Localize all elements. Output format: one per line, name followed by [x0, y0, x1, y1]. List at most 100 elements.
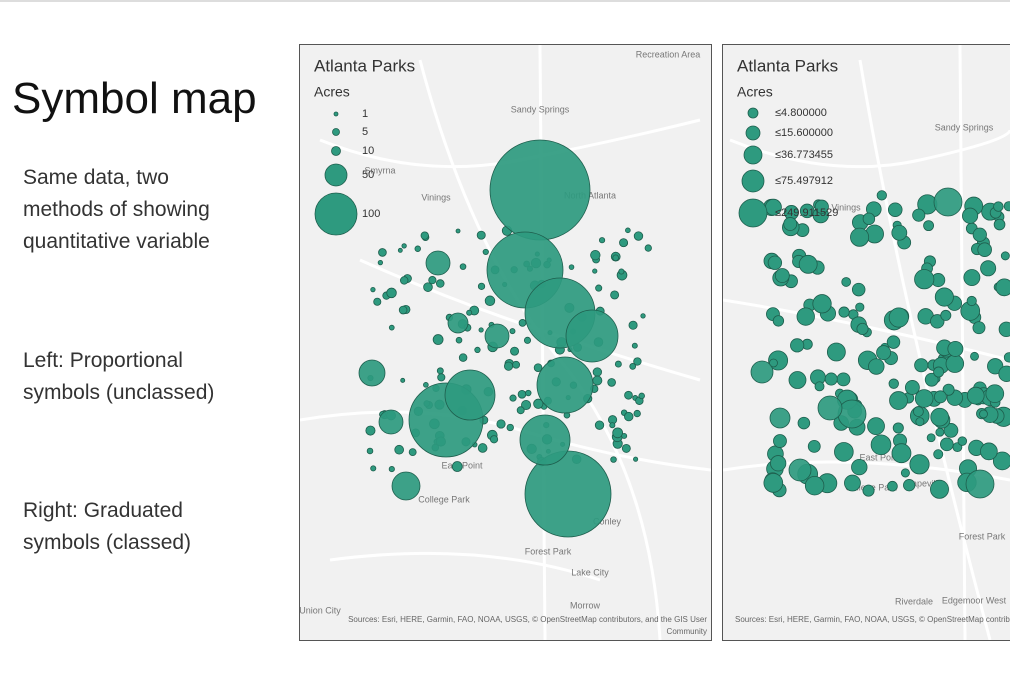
park-symbol — [870, 434, 892, 456]
park-symbol — [909, 454, 930, 475]
park-symbol — [633, 357, 642, 366]
legend-label: 100 — [362, 208, 380, 220]
park-symbol — [633, 409, 641, 418]
place-label: Lake City — [571, 567, 609, 577]
place-label: Recreation Area — [636, 49, 701, 59]
place-label: Forest Park — [959, 531, 1006, 541]
park-symbol — [624, 411, 634, 422]
place-label: Conley — [593, 516, 622, 526]
park-symbol — [804, 475, 825, 496]
park-symbol — [523, 336, 532, 344]
park-symbol — [423, 282, 433, 292]
park-symbol — [972, 321, 986, 335]
legend-label: 10 — [362, 145, 374, 157]
park-symbol — [619, 238, 629, 248]
park-symbol — [995, 278, 1010, 297]
park-symbol — [930, 479, 949, 499]
park-symbol — [970, 351, 979, 361]
park-symbol — [400, 377, 406, 383]
park-symbol — [595, 284, 603, 292]
panel-border — [299, 44, 712, 641]
park-symbol — [365, 425, 376, 436]
park-symbol — [358, 359, 386, 387]
place-label: Vinings — [831, 202, 861, 212]
park-symbol — [484, 295, 496, 306]
park-symbol — [862, 484, 875, 497]
park-symbol — [612, 254, 619, 262]
place-label: Edgemoor West — [942, 595, 1007, 605]
park-symbol — [750, 360, 774, 384]
park-symbol — [972, 227, 987, 242]
park-symbol — [856, 322, 869, 335]
park-symbol — [609, 422, 616, 429]
park-symbol — [824, 372, 838, 386]
park-symbol — [476, 230, 486, 240]
park-symbol — [772, 315, 785, 327]
park-symbol — [812, 294, 832, 314]
place-label: Morrow — [570, 600, 601, 610]
park-symbol — [444, 369, 496, 421]
park-symbol — [516, 406, 525, 415]
park-symbol — [592, 375, 603, 386]
park-symbol — [914, 358, 929, 373]
park-symbol — [966, 386, 985, 405]
park-symbol — [517, 389, 527, 399]
legend-symbol — [331, 146, 341, 156]
place-label: Union City — [299, 605, 341, 615]
panel-border — [722, 44, 1010, 641]
park-symbol — [519, 414, 571, 466]
legend-label: ≤15.600000 — [775, 127, 833, 139]
park-symbol — [1003, 352, 1010, 363]
park-symbol — [644, 244, 652, 252]
park-symbol — [386, 287, 397, 299]
park-symbol — [862, 212, 876, 226]
park-symbol — [484, 323, 510, 349]
park-symbol — [420, 231, 429, 240]
park-symbol — [388, 466, 395, 473]
legend-symbol — [332, 128, 340, 136]
park-symbol — [482, 248, 489, 256]
park-symbol — [915, 417, 925, 427]
park-symbol — [398, 305, 408, 315]
park-symbol — [524, 450, 612, 538]
park-symbol — [612, 427, 624, 439]
park-symbol — [933, 449, 944, 460]
park-symbol — [592, 367, 602, 377]
park-symbol — [891, 443, 912, 464]
map-panel: Sandy SpringsNorth AtlantaViningsSmyrnaM… — [299, 45, 711, 640]
park-symbol — [594, 420, 605, 430]
park-symbol — [377, 259, 384, 266]
place-label: Sandy Springs — [511, 104, 570, 114]
source-credit: Sources: Esri, HERE, Garmin, FAO, NOAA, … — [735, 615, 1010, 624]
park-symbol — [943, 423, 959, 438]
park-symbol — [629, 363, 637, 370]
park-symbol — [844, 474, 861, 492]
legend-symbol — [314, 192, 358, 236]
park-symbol — [796, 307, 815, 326]
park-symbol — [891, 224, 908, 241]
park-symbol — [868, 358, 885, 375]
park-symbol — [625, 227, 631, 234]
park-symbol — [935, 427, 945, 437]
legend-label: 5 — [362, 126, 368, 138]
park-symbol — [942, 383, 955, 396]
place-label: East Point — [859, 452, 901, 462]
note: Same data, two methods of showing quanti… — [23, 166, 210, 253]
park-symbol — [817, 395, 843, 421]
park-symbol — [763, 473, 784, 493]
note: Right: Graduated symbols (classed) — [23, 499, 192, 554]
park-symbol — [977, 242, 992, 257]
park-symbol — [947, 340, 964, 357]
park-symbol — [607, 378, 616, 387]
park-symbol — [459, 263, 467, 270]
park-symbol — [451, 461, 463, 472]
park-symbol — [489, 435, 499, 444]
park-symbol — [966, 295, 977, 307]
park-symbol — [770, 455, 787, 472]
park-symbol — [391, 471, 421, 501]
park-symbol — [913, 406, 924, 417]
park-symbol — [930, 314, 945, 329]
source-credit: Sources: Esri, HERE, Garmin, FAO, NOAA, … — [348, 615, 707, 624]
